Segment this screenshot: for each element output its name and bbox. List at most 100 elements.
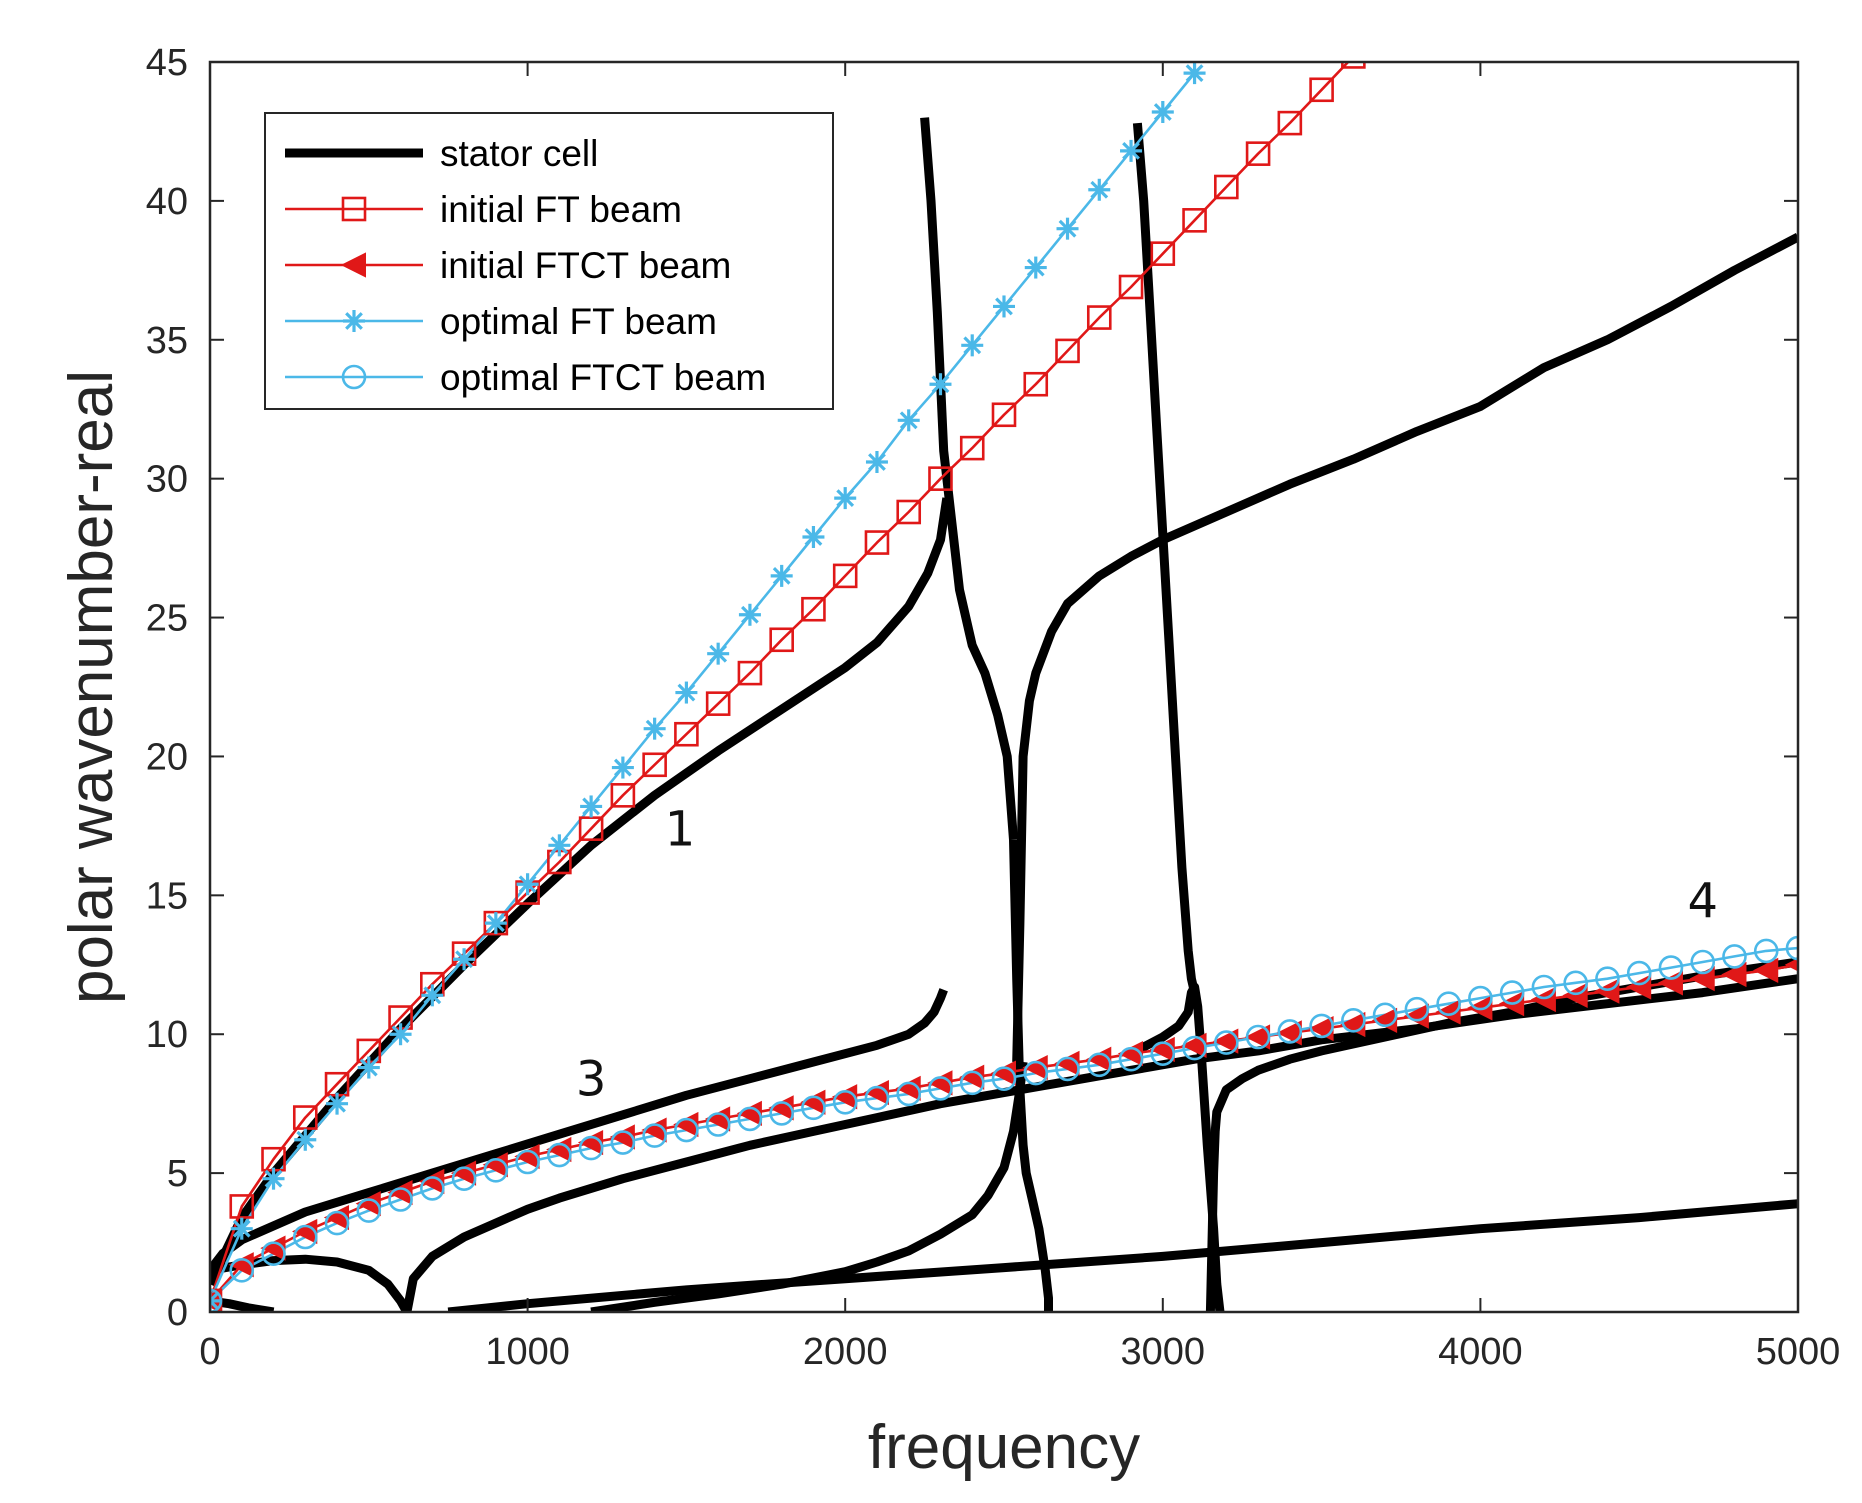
series-initial-ft-beam-point — [1023, 371, 1049, 397]
series-stator-cell-branch-6 — [920, 117, 1018, 841]
series-optimal-ft-beam-point — [230, 1217, 253, 1240]
series-optimal-ft-beam-point — [961, 334, 984, 357]
series-optimal-ft-beam-point — [294, 1128, 317, 1151]
series-optimal-ftct-beam-point — [705, 1112, 731, 1137]
series-initial-ftct-beam-point — [1530, 986, 1556, 1013]
series-optimal-ft-beam-point — [707, 642, 730, 665]
series-optimal-ftct-beam-point — [261, 1241, 286, 1266]
series-optimal-ft-beam-point — [484, 912, 507, 935]
series-optimal-ft-beam-point — [421, 984, 444, 1007]
series-optimal-ftct-beam-point — [991, 1066, 1017, 1091]
series-initial-ftct-beam-point — [1784, 958, 1798, 972]
y-tick-label: 10 — [146, 1014, 188, 1056]
series-optimal-ft-beam-point — [1151, 101, 1174, 123]
series-optimal-ftct-beam-point — [769, 1101, 794, 1126]
series-initial-ftct-beam-point — [1435, 999, 1461, 1025]
series-optimal-ft-beam-point — [453, 948, 476, 971]
series-optimal-ftct-beam-point — [1214, 1030, 1239, 1055]
series-optimal-ft-beam-point — [865, 451, 888, 473]
annotation-label-1: 1 — [665, 801, 696, 857]
legend: stator cell initial FT beam initial FTCT b… — [264, 112, 834, 410]
y-tick-label: 25 — [146, 598, 188, 640]
plot-area — [210, 62, 1798, 1312]
series-optimal-ftct-beam-point — [610, 1130, 636, 1155]
y-tick-label: 35 — [146, 320, 188, 362]
legend-label-initial-ftct-beam: initial FTCT beam — [440, 245, 731, 286]
series-initial-ft-beam-point — [1277, 110, 1303, 136]
series-optimal-ftct-beam-point — [210, 1288, 223, 1312]
series-optimal-ftct-beam-point — [420, 1176, 445, 1201]
series-optimal-ftct-beam-point — [483, 1158, 509, 1183]
tick-labels: 0 1000 2000 3000 4000 5000 0 5 10 15 20 25 30 35 40 45 — [146, 42, 1841, 1373]
series-initial-ft-beam-point — [737, 660, 763, 686]
legend-marker-initial-ftct-beam — [340, 252, 366, 278]
series-optimal-ftct-beam-point — [1785, 935, 1798, 961]
series-optimal-ftct-beam-point — [1277, 1019, 1303, 1044]
series-optimal-ftct-beam-point — [737, 1106, 763, 1132]
y-axis-label: polar wavenumber-real — [57, 370, 126, 1004]
series-optimal-ftct-beam-point — [1372, 1002, 1398, 1028]
series-optimal-ftct-beam-point — [801, 1095, 826, 1121]
series-optimal-ft-beam-point — [326, 1092, 349, 1115]
series-optimal-ftct-beam-point — [515, 1149, 540, 1175]
series-initial-ftct-beam-point — [1753, 957, 1779, 983]
series-optimal-ftct-beam-point — [1404, 996, 1430, 1022]
series-optimal-ft-beam-point — [516, 873, 539, 896]
x-tick-label: 4000 — [1438, 1331, 1523, 1373]
series-initial-ft-beam-point — [578, 816, 604, 841]
markers-layer — [210, 62, 1798, 1312]
y-tick-label: 40 — [146, 181, 188, 223]
series-optimal-ftct-beam-point — [1118, 1046, 1144, 1072]
series-initial-ft-beam-point — [674, 721, 699, 747]
series-optimal-ftct-beam-point — [1563, 970, 1588, 996]
annotation-label-3: 3 — [576, 1051, 607, 1107]
series-optimal-ft-beam-point — [929, 373, 952, 396]
series-optimal-ftct-beam-point — [1626, 960, 1652, 986]
series-optimal-ftct-beam-point — [832, 1089, 858, 1115]
series-initial-ft-beam-point — [1118, 274, 1144, 300]
series-optimal-ftct-beam-point — [959, 1070, 985, 1096]
series-optimal-ftct-beam-point — [1245, 1024, 1271, 1050]
series-optimal-ft-beam-point — [1120, 139, 1143, 162]
series-initial-ft-beam-point — [610, 783, 636, 808]
x-tick-label: 2000 — [803, 1331, 888, 1373]
series-optimal-ft-beam-point — [802, 526, 825, 548]
series-initial-ft-beam-point — [229, 1194, 255, 1219]
series-initial-ft-beam-point — [1055, 338, 1080, 364]
series-optimal-ft-beam-point — [210, 1289, 221, 1312]
series-optimal-ftct-beam-point — [1182, 1035, 1207, 1061]
series-initial-ftct-beam-point — [1562, 982, 1588, 1008]
series-optimal-ftct-beam-point — [1690, 949, 1716, 975]
series-initial-ft-beam-point — [864, 530, 890, 555]
axes — [208, 60, 1800, 1314]
x-tick-label: 5000 — [1756, 1331, 1841, 1373]
series-optimal-ftct-beam-point — [1023, 1060, 1049, 1086]
series-optimal-ftct-beam-point — [547, 1142, 572, 1168]
y-tick-label: 15 — [146, 875, 188, 917]
series-optimal-ft-beam-point — [643, 717, 666, 740]
y-tick-label: 30 — [146, 459, 188, 501]
series-optimal-ftct-beam-point — [1468, 985, 1493, 1011]
axes-frame — [208, 60, 1800, 1314]
legend-marker-initial-ft-beam — [341, 196, 367, 222]
series-initial-ft-beam-point — [991, 402, 1017, 428]
legend-label-optimal-ftct-beam: optimal FTCT beam — [440, 357, 766, 398]
series-initial-ft-beam-point — [1182, 208, 1207, 233]
series-optimal-ftct-beam-point — [229, 1258, 255, 1283]
series-initial-ftct-beam-point — [1721, 961, 1747, 988]
series-optimal-ft-beam-point — [357, 1056, 380, 1079]
x-axis-label: frequency — [868, 1413, 1140, 1482]
series-initial-ft-beam-point — [801, 596, 826, 622]
legend-marker-optimal-ft-beam — [343, 310, 365, 332]
series-initial-ftct-beam-point — [1403, 1003, 1429, 1029]
legend-label-initial-ft-beam: initial FT beam — [440, 189, 682, 230]
series-optimal-ftct-beam-point — [451, 1166, 477, 1191]
series-optimal-ftct-beam-point — [1309, 1013, 1334, 1039]
series-optimal-ftct-beam-point — [356, 1198, 382, 1223]
series-optimal-ftct-beam-point — [674, 1117, 699, 1143]
series-optimal-ft-beam-point — [675, 681, 698, 704]
series-optimal-ft-beam-point — [548, 834, 571, 857]
series-optimal-ft-beam-point — [993, 295, 1015, 318]
series-optimal-ft-beam-point — [1024, 256, 1047, 279]
